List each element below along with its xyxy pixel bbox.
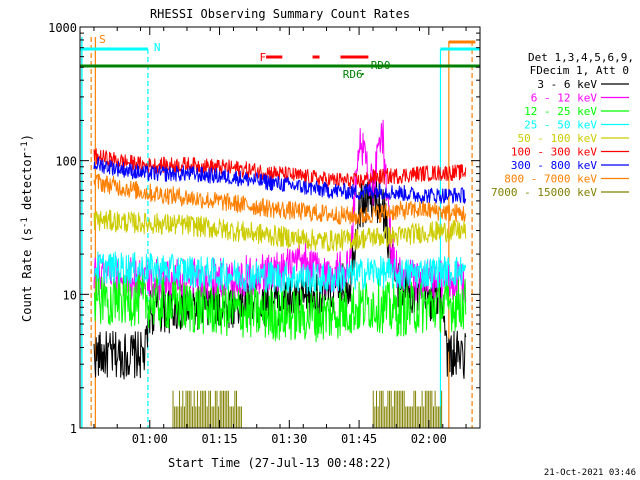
y-axis-label-mid: detector <box>20 152 34 217</box>
y-tick-label: 100 <box>55 155 77 169</box>
y-tick-label: 10 <box>63 288 77 302</box>
series-7000-15000-kev <box>172 390 443 428</box>
x-axis-label: Start Time (27-Jul-13 00:48:22) <box>168 456 392 470</box>
rd6-dot <box>361 72 364 76</box>
legend-label: 7000 - 15000 keV <box>491 186 597 199</box>
series-line-800-7000 <box>93 173 467 225</box>
chart-title: RHESSI Observing Summary Count Rates <box>150 7 410 21</box>
ticks-layer: 1 10 100 1000 01:00 01:15 01:30 01:45 02:00 <box>48 21 480 446</box>
series-layer <box>93 119 467 428</box>
y-axis-label-sup1: -1 <box>20 217 30 228</box>
series-line-25-50 <box>93 251 467 295</box>
series-line-12-25 <box>93 272 467 343</box>
legend-label: 12 - 25 keV <box>524 105 597 118</box>
series-50-100-kev <box>93 209 467 252</box>
x-tick-label: 01:30 <box>271 432 307 446</box>
legend-label: 50 - 100 keV <box>518 132 598 145</box>
flag-label-rd6: RD6 <box>343 68 363 81</box>
x-tick-label: 01:00 <box>132 432 168 446</box>
legend: Det 1,3,4,5,6,9, FDecim 1, Att 0 3 - 6 k… <box>491 51 634 199</box>
series-line-100-300 <box>93 148 467 190</box>
y-tick-label: 1 <box>70 422 77 436</box>
legend-label: 800 - 7000 keV <box>504 173 597 186</box>
y-axis-label-sup2: -1 <box>20 141 30 152</box>
legend-header-line2: FDecim 1, Att 0 <box>530 64 629 77</box>
legend-label: 300 - 800 keV <box>511 159 597 172</box>
series-25-50-kev <box>93 251 467 295</box>
y-axis-label-end: ) <box>20 134 34 141</box>
x-tick-label: 01:15 <box>201 432 237 446</box>
series-line-50-100 <box>93 209 467 252</box>
legend-label: 100 - 300 keV <box>511 146 597 159</box>
series-100-300-kev <box>93 148 467 190</box>
flag-label-n: N <box>154 41 161 54</box>
x-tick-label: 01:45 <box>341 432 377 446</box>
flag-label-f: F <box>260 51 267 64</box>
y-axis-label: Count Rate (s-1 detector-1) <box>20 134 34 322</box>
flag-label-rd0: RD0 <box>371 59 391 72</box>
legend-label: 25 - 50 keV <box>524 119 597 132</box>
x-tick-label: 02:00 <box>411 432 447 446</box>
legend-label: 3 - 6 keV <box>537 78 597 91</box>
series-300-800-kev <box>93 156 467 204</box>
timestamp: 21-Oct-2021 03:46 <box>544 468 636 478</box>
series-800-7000-kev <box>93 173 467 225</box>
series-line-300-800 <box>93 156 467 204</box>
flag-label-s: S <box>99 33 106 46</box>
y-tick-label: 1000 <box>48 21 77 35</box>
series-12-25-kev <box>93 272 467 343</box>
legend-label: 6 - 12 keV <box>531 92 598 105</box>
legend-header-line1: Det 1,3,4,5,6,9, <box>528 51 634 64</box>
y-axis-label-main: Count Rate (s <box>20 228 34 322</box>
plot-marks: S N F RD6 RD0 <box>80 33 480 428</box>
